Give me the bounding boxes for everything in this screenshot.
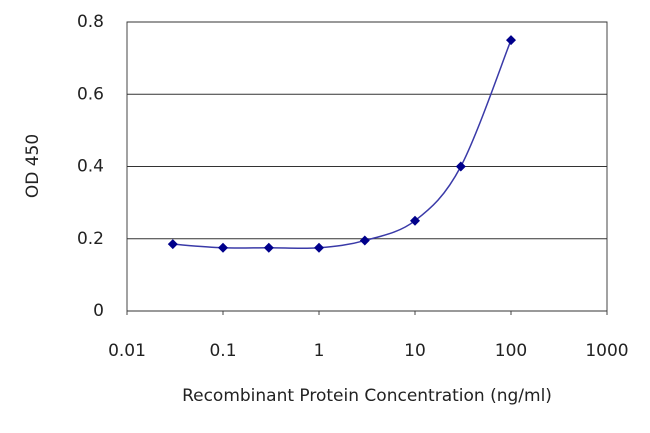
y-tick-label: 0.8 xyxy=(77,12,104,32)
data-point xyxy=(167,239,178,250)
data-point xyxy=(263,242,274,253)
data-point xyxy=(359,235,370,246)
y-axis-label: OD 450 xyxy=(23,134,43,198)
data-point xyxy=(506,35,516,46)
y-tick-label: 0.4 xyxy=(77,157,104,177)
data-point xyxy=(455,161,466,172)
x-tick-label: 0.1 xyxy=(209,341,236,361)
x-tick-label: 1 xyxy=(314,341,325,361)
data-point xyxy=(218,242,228,253)
series-line xyxy=(172,39,512,250)
y-tick-label: 0.6 xyxy=(77,84,104,104)
x-axis-label: Recombinant Protein Concentration (ng/ml… xyxy=(182,386,552,406)
x-tick-label: 100 xyxy=(495,341,527,361)
data-point xyxy=(410,215,420,226)
x-tick-label: 10 xyxy=(404,341,426,361)
x-tick-label: 0.01 xyxy=(108,341,146,361)
y-tick-label: 0.2 xyxy=(77,229,104,249)
data-point xyxy=(314,242,324,253)
y-tick-label: 0 xyxy=(93,301,104,321)
x-tick-label: 1000 xyxy=(585,341,628,361)
